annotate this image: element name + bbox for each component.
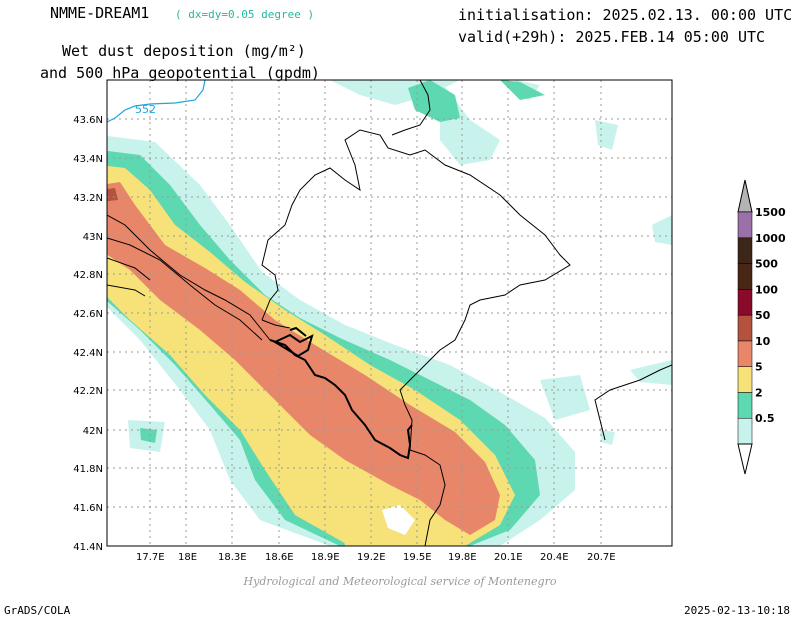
map-frame xyxy=(106,79,673,547)
lat-tick: 42N xyxy=(83,426,103,437)
latitude-axis: 43.6N 43.4N 43.2N 43N 42.8N 42.6N 42.4N … xyxy=(73,115,103,553)
map-title-line1: Wet dust deposition (mg/m²) xyxy=(62,42,306,60)
lat-tick: 43.4N xyxy=(73,154,103,165)
legend-colorbar: 0.5 2 5 10 50 100 500 1000 1500 xyxy=(737,179,786,475)
legend-label: 10 xyxy=(755,335,771,348)
lat-tick: 42.4N xyxy=(73,348,103,359)
lon-tick: 19.5E xyxy=(403,552,432,563)
country-borders xyxy=(107,80,672,546)
legend-swatch xyxy=(737,263,753,290)
legend-label: 1500 xyxy=(755,206,786,219)
software-label: GrADS/COLA xyxy=(4,604,71,617)
legend-label: 0.5 xyxy=(755,412,775,425)
lat-tick: 42.2N xyxy=(73,386,103,397)
geopotential-contour: 552 xyxy=(106,79,206,123)
lon-tick: 18.3E xyxy=(218,552,247,563)
legend-label: 1000 xyxy=(755,232,786,245)
legend-cap-bottom xyxy=(737,443,753,475)
generation-timestamp: 2025-02-13-10:18 xyxy=(684,604,790,617)
legend-swatch xyxy=(737,289,753,316)
legend-cap-top xyxy=(737,179,753,213)
lat-tick: 41.4N xyxy=(73,542,103,553)
lon-tick: 18.9E xyxy=(311,552,340,563)
lat-tick: 42.8N xyxy=(73,270,103,281)
lat-tick: 41.8N xyxy=(73,464,103,475)
lon-tick: 20.1E xyxy=(494,552,523,563)
lon-tick: 18.6E xyxy=(265,552,294,563)
legend-swatch xyxy=(737,237,753,264)
lat-tick: 43.6N xyxy=(73,115,103,126)
legend-swatch xyxy=(737,314,753,342)
legend-label: 50 xyxy=(755,309,771,322)
legend-label: 5 xyxy=(755,361,763,374)
legend-label: 500 xyxy=(755,258,778,271)
lat-tick: 43N xyxy=(83,232,103,243)
montenegro-coastline xyxy=(269,326,413,460)
lat-tick: 42.6N xyxy=(73,309,103,320)
deposition-field xyxy=(107,80,672,546)
map-title-line2: and 500 hPa geopotential (gpdm) xyxy=(40,64,320,82)
lon-tick: 17.7E xyxy=(136,552,165,563)
model-name: NMME-DREAM1 xyxy=(50,4,150,22)
legend-swatch xyxy=(737,211,753,239)
legend-swatch xyxy=(737,417,753,445)
legend-label: 100 xyxy=(755,283,778,296)
legend-swatch xyxy=(737,392,753,419)
lon-tick: 18E xyxy=(178,552,197,563)
initialisation-time: initialisation: 2025.02.13. 00:00 UTC xyxy=(458,6,793,24)
contour-label-552: 552 xyxy=(135,103,156,116)
lat-tick: 41.6N xyxy=(73,503,103,514)
legend-label: 2 xyxy=(755,386,763,399)
credit-line: Hydrological and Meteorological service … xyxy=(243,575,557,588)
gridlines xyxy=(107,80,672,546)
lon-tick: 19.8E xyxy=(448,552,477,563)
valid-time: valid(+29h): 2025.FEB.14 05:00 UTC xyxy=(458,28,766,46)
lon-tick: 19.2E xyxy=(357,552,386,563)
longitude-axis: 17.7E 18E 18.3E 18.6E 18.9E 19.2E 19.5E … xyxy=(136,552,616,563)
resolution-label: ( dx=dy=0.05 degree ) xyxy=(175,8,315,21)
legend-swatch xyxy=(737,366,753,393)
legend-swatch xyxy=(737,340,753,367)
lon-tick: 20.4E xyxy=(540,552,569,563)
lon-tick: 20.7E xyxy=(587,552,616,563)
lat-tick: 43.2N xyxy=(73,193,103,204)
